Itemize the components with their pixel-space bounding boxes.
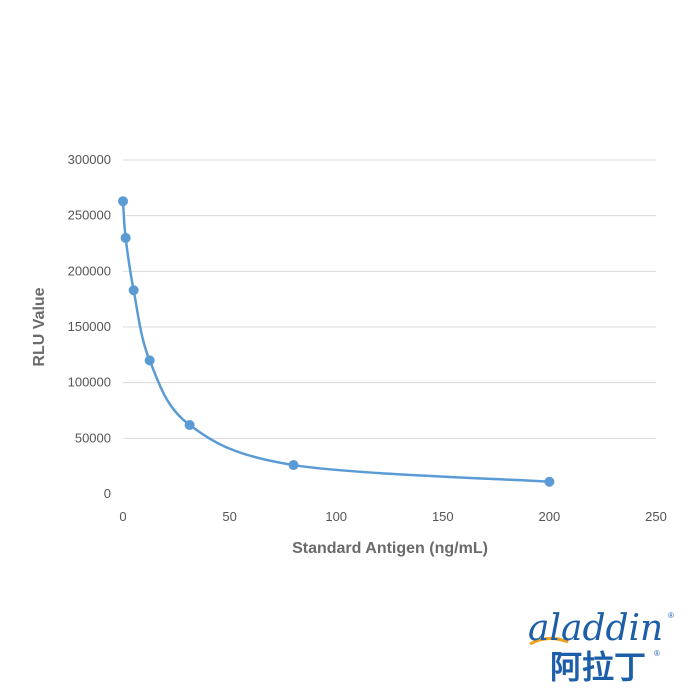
y-axis-title: RLU Value	[31, 287, 48, 366]
series-curve	[121, 201, 550, 484]
x-tick-labels: 0 50 100 150 200 250	[119, 509, 666, 524]
x-tick-label: 250	[645, 509, 667, 524]
data-point	[118, 196, 128, 207]
x-tick-label: 200	[539, 509, 561, 524]
y-tick-label: 50000	[75, 430, 111, 445]
data-point	[144, 355, 155, 366]
logo-accent-swoosh	[529, 637, 569, 646]
gridlines	[123, 159, 656, 439]
data-points	[118, 196, 555, 487]
y-tick-label: 300000	[68, 152, 111, 167]
data-point	[184, 419, 195, 430]
logo-registered-mark: ®	[668, 611, 674, 620]
x-tick-label: 50	[222, 509, 236, 524]
x-tick-label: 150	[432, 509, 454, 524]
x-tick-label: 100	[325, 509, 347, 524]
series-line	[121, 201, 550, 484]
logo-registered-mark-cn: ®	[654, 649, 660, 658]
y-tick-label: 0	[104, 486, 111, 501]
y-tick-label: 150000	[68, 319, 111, 334]
y-tick-label: 200000	[68, 263, 111, 278]
data-point	[288, 460, 299, 471]
x-tick-label: 0	[119, 509, 126, 524]
data-point	[544, 476, 555, 487]
logo-chinese-name: 阿拉丁	[550, 648, 646, 686]
x-axis-title: Standard Antigen (ng/mL)	[292, 540, 488, 557]
aladdin-logo: aladdin ® 阿拉丁 ®	[528, 608, 674, 686]
y-tick-labels: 0 50000 100000 150000 200000 250000 300000	[68, 152, 111, 501]
data-point	[120, 232, 131, 243]
logo-wordmark: aladdin	[528, 608, 663, 649]
y-tick-label: 100000	[68, 375, 111, 390]
data-point	[128, 285, 139, 296]
y-tick-label: 250000	[68, 208, 111, 223]
